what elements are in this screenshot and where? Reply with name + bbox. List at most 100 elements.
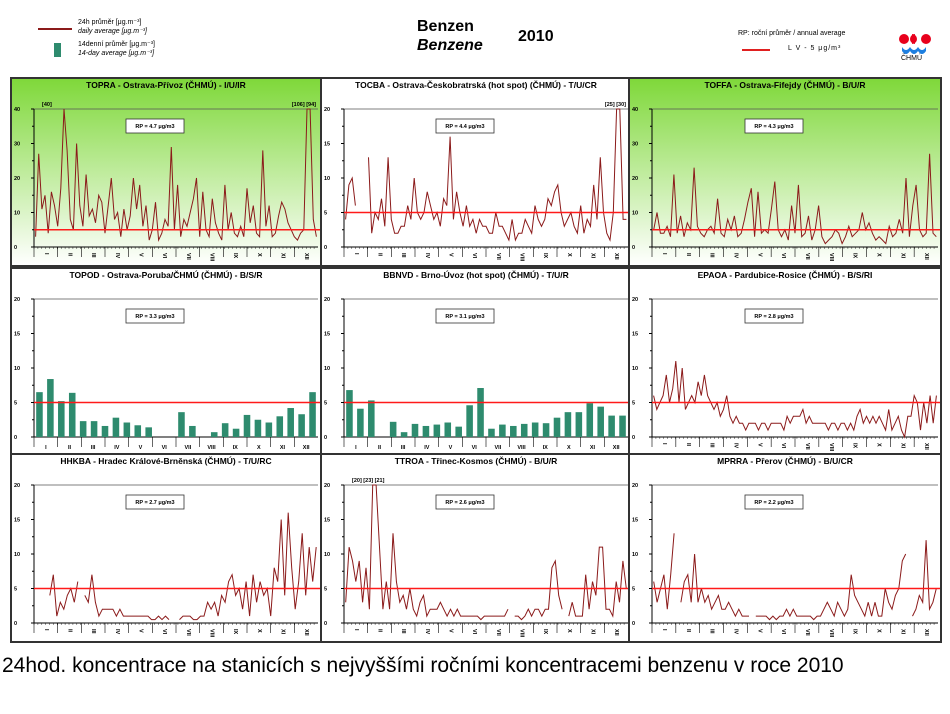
x-tick-label: IV bbox=[114, 629, 120, 635]
chart-panel: 0 5 10 15 20 I II III IV V VI VII VIII IX X XI XII RP = 3… bbox=[320, 267, 632, 457]
daily-series-line bbox=[179, 512, 317, 621]
x-tick-label: X bbox=[875, 253, 881, 257]
x-tick-label: IV bbox=[424, 445, 430, 451]
x-tick-label: VIII bbox=[209, 629, 215, 638]
x-tick-label: X bbox=[257, 445, 261, 451]
annual-average-label: RP = 4.4 μg/m3 bbox=[445, 124, 484, 130]
x-tick-label: III bbox=[400, 253, 406, 258]
x-tick-label: X bbox=[566, 253, 572, 257]
y-tick-label: 5 bbox=[324, 401, 327, 407]
annual-average-box bbox=[744, 308, 804, 324]
legend-14day-en: 14-day average [μg.m⁻³] bbox=[78, 50, 155, 57]
annual-average-box bbox=[435, 118, 495, 134]
y-tick-label: 15 bbox=[14, 332, 20, 338]
x-tick-label: V bbox=[448, 629, 454, 633]
x-tick-label: VII bbox=[185, 629, 191, 636]
y-tick-label: 5 bbox=[324, 587, 327, 593]
figure-title: Benzen Benzene bbox=[417, 17, 483, 55]
bar-14day bbox=[575, 412, 583, 437]
x-tick-label: XI bbox=[590, 629, 596, 635]
bar-14day bbox=[510, 425, 517, 437]
x-tick-label: XI bbox=[590, 253, 596, 259]
bar-14day bbox=[36, 392, 43, 437]
x-tick-label: VI bbox=[471, 629, 477, 635]
x-tick-label: VI bbox=[471, 253, 477, 259]
annual-average-label: RP = 4.7 μg/m3 bbox=[135, 124, 174, 130]
bar-14day bbox=[178, 412, 185, 437]
annual-average-box bbox=[125, 494, 185, 510]
daily-series-line bbox=[345, 484, 509, 621]
x-tick-label: VIII bbox=[517, 445, 526, 451]
legend-limit: RP: roční průměr / annual average L V - … bbox=[738, 30, 845, 55]
annual-average-label: RP = 2.8 μg/m3 bbox=[754, 314, 793, 320]
x-tick-label: VII bbox=[495, 253, 501, 260]
x-tick-label: I bbox=[353, 629, 359, 631]
x-tick-label: II bbox=[685, 253, 691, 257]
daily-series-line bbox=[653, 533, 675, 610]
legend-series: 24h průměr [μg.m⁻³] daily average [μg.m⁻… bbox=[36, 18, 216, 62]
y-tick-label: 10 bbox=[632, 552, 638, 558]
bar-14day bbox=[499, 424, 506, 437]
bar-14day bbox=[123, 422, 131, 437]
legend-14day-cz: 14denní průměr [μg.m⁻³] bbox=[78, 41, 155, 48]
x-tick-label: VII bbox=[494, 445, 501, 451]
y-tick-label: 20 bbox=[14, 483, 20, 489]
bar-swatch bbox=[54, 43, 61, 57]
x-tick-label: XI bbox=[899, 443, 905, 449]
y-tick-label: 20 bbox=[632, 483, 638, 489]
x-tick-label: II bbox=[685, 629, 691, 633]
bar-14day bbox=[254, 419, 262, 437]
x-tick-label: VI bbox=[472, 445, 478, 451]
caption: 24hod. koncentrace na stanicích s nejvyš… bbox=[2, 654, 844, 677]
x-tick-label: VIII bbox=[207, 445, 216, 451]
bar-14day bbox=[189, 425, 196, 437]
bar-14day bbox=[112, 417, 120, 437]
panel-title: HHKBA - Hradec Králové-Brněnská (ČHMÚ) -… bbox=[60, 456, 272, 466]
x-tick-label: V bbox=[449, 445, 453, 451]
x-tick-label: XI bbox=[280, 629, 286, 635]
x-tick-label: I bbox=[661, 253, 667, 255]
bar-14day bbox=[58, 401, 65, 437]
panel-title: TTROA - Třinec-Kosmos (ČHMÚ) - B/U/R bbox=[394, 456, 558, 466]
y-tick-label: 20 bbox=[632, 297, 638, 303]
x-tick-label: XI bbox=[899, 253, 905, 259]
y-tick-label: 20 bbox=[632, 176, 638, 182]
x-tick-label: IV bbox=[114, 253, 120, 259]
chart-panel: 0 5 10 15 20 I II III IV V VI VII VIII IX X XI XII RP = 2… bbox=[10, 453, 322, 643]
x-tick-label: VI bbox=[780, 443, 786, 449]
bar-14day bbox=[542, 423, 550, 437]
annual-average-label: RP = 4.3 μg/m3 bbox=[754, 124, 793, 130]
bar-14day bbox=[243, 414, 251, 437]
bar-14day bbox=[346, 390, 353, 437]
y-tick-label: 10 bbox=[324, 366, 330, 372]
y-tick-label: 10 bbox=[632, 366, 638, 372]
x-tick-label: VI bbox=[780, 629, 786, 635]
y-tick-label: 30 bbox=[632, 142, 638, 148]
panel-title: MPRRA - Přerov (ČHMÚ) - B/U/CR bbox=[717, 456, 853, 466]
y-tick-label: 15 bbox=[14, 518, 20, 524]
x-tick-label: I bbox=[661, 629, 667, 631]
plot-background bbox=[630, 79, 940, 265]
x-tick-label: III bbox=[91, 445, 96, 451]
bar-14day bbox=[287, 408, 294, 437]
annual-average-box bbox=[125, 118, 185, 134]
panel-title: EPAOA - Pardubice-Rosice (ČHMÚ) - B/S/RI bbox=[697, 270, 873, 280]
x-tick-label: X bbox=[256, 253, 262, 257]
x-tick-label: VII bbox=[804, 629, 810, 636]
limit-line-swatch bbox=[742, 49, 770, 51]
bar-14day bbox=[411, 423, 419, 437]
bar-14day bbox=[389, 421, 397, 437]
bar-14day bbox=[520, 423, 528, 437]
annual-average-label: RP = 2.7 μg/m3 bbox=[135, 500, 174, 506]
bar-14day bbox=[309, 392, 316, 437]
panel-title: TOPRA - Ostrava-Přívoz (ČHMÚ) - I/U/IR bbox=[86, 80, 246, 90]
bar-14day bbox=[298, 414, 305, 437]
y-tick-label: 0 bbox=[14, 621, 17, 627]
bar-14day bbox=[90, 421, 98, 437]
x-tick-label: III bbox=[90, 629, 96, 634]
x-tick-label: XII bbox=[923, 253, 929, 260]
legend-rp: RP: roční průměr / annual average bbox=[738, 30, 846, 37]
